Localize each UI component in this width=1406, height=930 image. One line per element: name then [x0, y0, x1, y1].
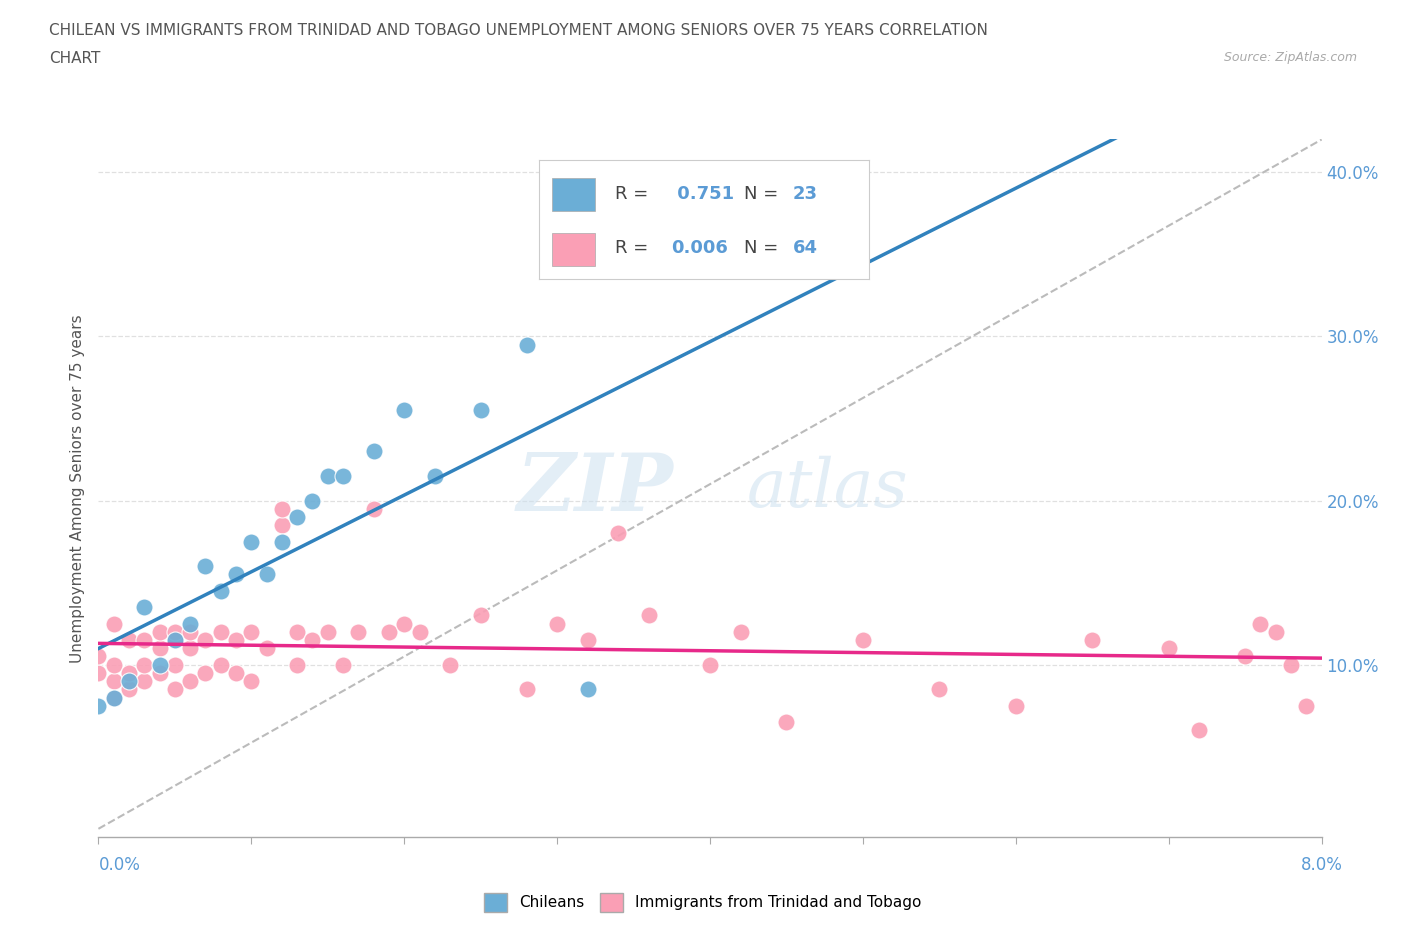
Point	[270, 518, 294, 533]
Point	[103, 690, 125, 705]
Point	[194, 559, 217, 574]
Point	[179, 617, 201, 631]
Point	[87, 666, 110, 681]
Point	[301, 493, 323, 508]
Text: 8.0%: 8.0%	[1301, 856, 1343, 873]
Text: ZIP: ZIP	[516, 449, 673, 527]
Text: CHILEAN VS IMMIGRANTS FROM TRINIDAD AND TOBAGO UNEMPLOYMENT AMONG SENIORS OVER 7: CHILEAN VS IMMIGRANTS FROM TRINIDAD AND …	[49, 23, 988, 38]
Point	[316, 624, 339, 639]
Text: atlas: atlas	[747, 456, 908, 521]
Point	[103, 617, 125, 631]
Text: 0.0%: 0.0%	[98, 856, 141, 873]
Point	[392, 617, 416, 631]
Point	[378, 624, 401, 639]
Point	[576, 632, 599, 647]
Point	[103, 690, 125, 705]
Point	[240, 534, 263, 549]
Point	[209, 583, 232, 598]
Point	[516, 338, 538, 352]
Point	[134, 673, 156, 688]
Text: Source: ZipAtlas.com: Source: ZipAtlas.com	[1223, 51, 1357, 64]
Point	[225, 567, 247, 582]
Point	[118, 673, 141, 688]
Point	[363, 444, 385, 458]
Point	[637, 608, 661, 623]
Point	[470, 403, 492, 418]
Point	[209, 624, 232, 639]
Point	[149, 624, 172, 639]
Point	[179, 641, 201, 656]
Point	[516, 682, 538, 697]
Point	[163, 624, 186, 639]
Point	[194, 632, 217, 647]
Point	[363, 501, 385, 516]
Point	[285, 658, 308, 672]
Point	[423, 469, 446, 484]
Point	[87, 698, 110, 713]
Point	[118, 666, 141, 681]
Point	[134, 632, 156, 647]
Point	[163, 682, 186, 697]
Point	[163, 632, 186, 647]
Point	[209, 658, 232, 672]
Point	[194, 666, 217, 681]
Point	[149, 658, 172, 672]
Point	[270, 534, 294, 549]
Legend: Chileans, Immigrants from Trinidad and Tobago: Chileans, Immigrants from Trinidad and T…	[478, 887, 928, 918]
Point	[301, 632, 323, 647]
Point	[103, 658, 125, 672]
Point	[1234, 649, 1257, 664]
Point	[149, 666, 172, 681]
Point	[316, 469, 339, 484]
Point	[439, 658, 461, 672]
Point	[240, 673, 263, 688]
Y-axis label: Unemployment Among Seniors over 75 years: Unemployment Among Seniors over 75 years	[69, 314, 84, 662]
Point	[1081, 632, 1104, 647]
Point	[87, 649, 110, 664]
Point	[225, 632, 247, 647]
Point	[699, 658, 721, 672]
Text: CHART: CHART	[49, 51, 101, 66]
Point	[285, 510, 308, 525]
Point	[1004, 698, 1026, 713]
Point	[240, 624, 263, 639]
Point	[285, 624, 308, 639]
Point	[576, 682, 599, 697]
Point	[270, 501, 294, 516]
Point	[256, 641, 278, 656]
Point	[163, 632, 186, 647]
Point	[118, 682, 141, 697]
Point	[1188, 723, 1211, 737]
Point	[607, 526, 630, 541]
Point	[1264, 624, 1286, 639]
Point	[852, 632, 875, 647]
Point	[134, 600, 156, 615]
Point	[118, 632, 141, 647]
Point	[179, 624, 201, 639]
Point	[1295, 698, 1317, 713]
Point	[470, 608, 492, 623]
Point	[392, 403, 416, 418]
Point	[408, 624, 430, 639]
Point	[103, 673, 125, 688]
Point	[225, 666, 247, 681]
Point	[928, 682, 950, 697]
Point	[1157, 641, 1180, 656]
Point	[149, 641, 172, 656]
Point	[1279, 658, 1302, 672]
Point	[347, 624, 370, 639]
Point	[775, 714, 797, 729]
Point	[332, 469, 354, 484]
Point	[163, 658, 186, 672]
Point	[730, 624, 752, 639]
Point	[134, 658, 156, 672]
Point	[1249, 617, 1271, 631]
Point	[546, 617, 568, 631]
Point	[179, 673, 201, 688]
Point	[332, 658, 354, 672]
Point	[256, 567, 278, 582]
